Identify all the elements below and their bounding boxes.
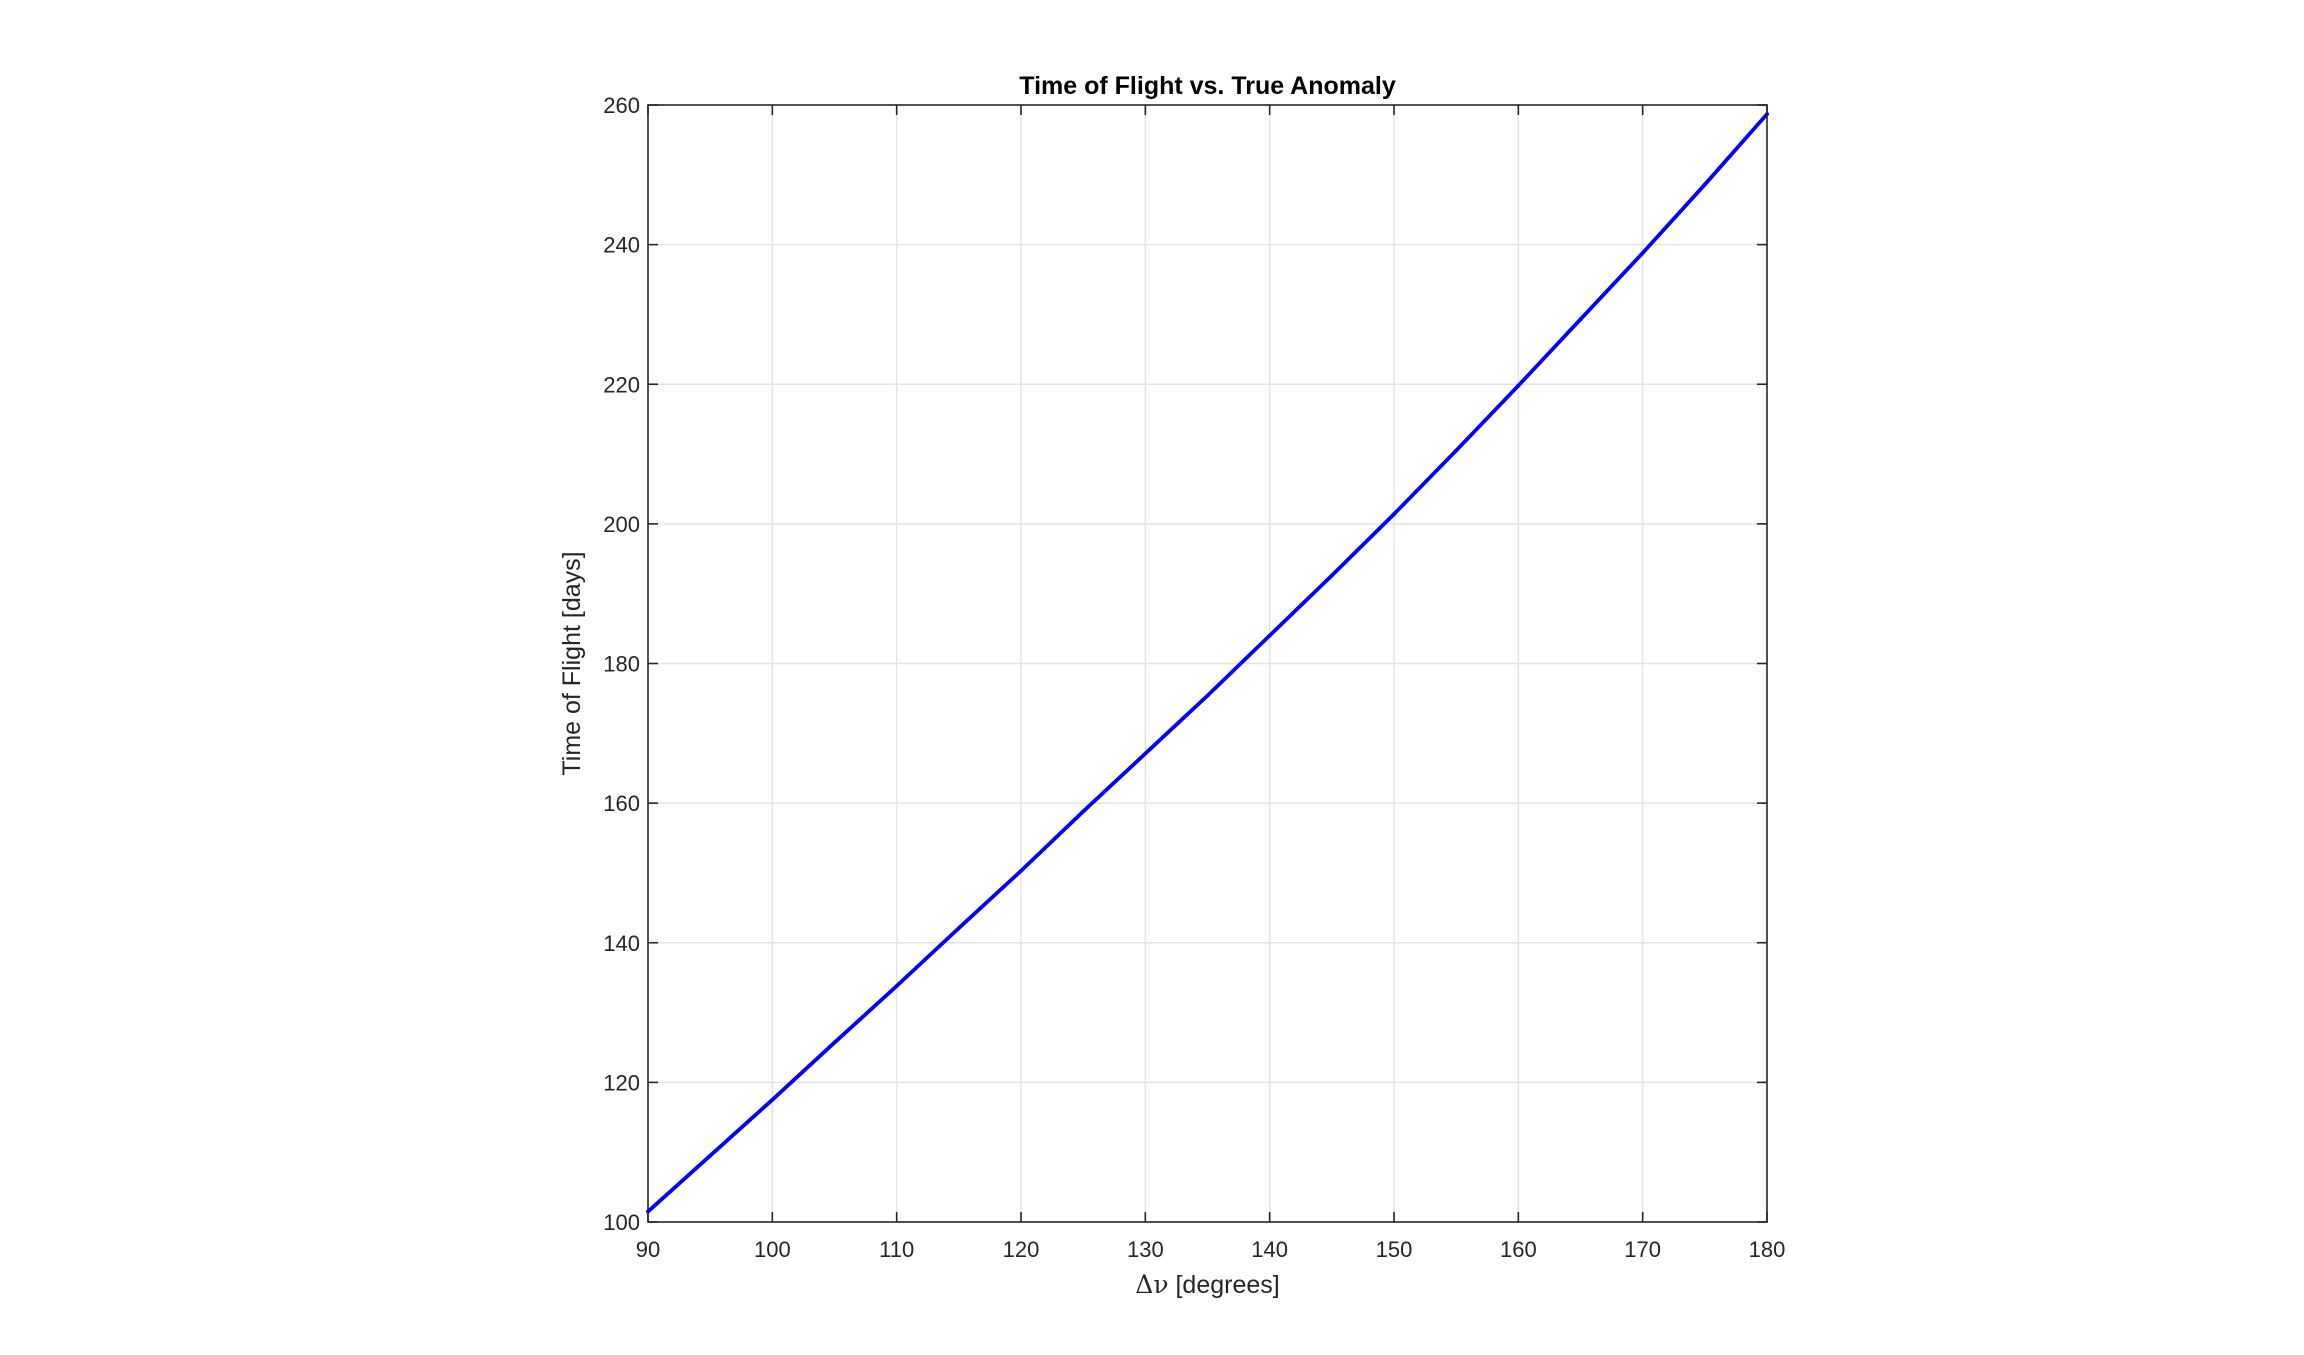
x-tick-label: 120 bbox=[1003, 1237, 1040, 1262]
x-axis-label-unit: [degrees] bbox=[1169, 1271, 1280, 1299]
data-point bbox=[1081, 809, 1086, 814]
x-axis-label: Δν [degrees] bbox=[1135, 1270, 1279, 1299]
data-point bbox=[832, 1040, 837, 1045]
x-tick-label: 100 bbox=[754, 1237, 791, 1262]
y-tick-label: 140 bbox=[603, 931, 640, 956]
data-point bbox=[770, 1097, 775, 1102]
x-tick-label: 110 bbox=[879, 1237, 914, 1262]
data-point bbox=[1267, 633, 1272, 638]
data-point bbox=[1578, 317, 1583, 322]
data-point bbox=[1329, 573, 1334, 578]
x-tick-label: 150 bbox=[1376, 1237, 1413, 1262]
y-tick-label: 240 bbox=[603, 233, 640, 258]
x-tick-label: 130 bbox=[1127, 1237, 1164, 1262]
y-tick-label: 180 bbox=[603, 652, 640, 677]
data-point bbox=[956, 926, 961, 930]
data-point bbox=[1019, 868, 1023, 873]
y-tick-label: 220 bbox=[603, 372, 640, 397]
y-tick-label: 260 bbox=[603, 93, 640, 118]
y-tick-label: 160 bbox=[603, 791, 640, 816]
data-point bbox=[1205, 693, 1210, 698]
x-tick-label: 180 bbox=[1749, 1237, 1786, 1262]
y-tick-label: 120 bbox=[603, 1070, 640, 1095]
data-point bbox=[1454, 448, 1459, 453]
data-point bbox=[708, 1153, 713, 1158]
x-tick-label: 170 bbox=[1624, 1237, 1661, 1262]
y-grid-lines bbox=[648, 243, 1767, 1084]
x-axis-label-symbol: Δν bbox=[1135, 1270, 1168, 1299]
x-ticks: 90 100 110 120 130 140 150 160 170 180 bbox=[636, 105, 1786, 1262]
data-point bbox=[894, 984, 899, 988]
y-tick-label: 200 bbox=[603, 512, 640, 537]
data-point bbox=[1392, 512, 1396, 517]
y-axis-label: Time of Flight [days] bbox=[558, 551, 586, 775]
data-point bbox=[1702, 182, 1707, 187]
chart-title: Time of Flight vs. True Anomaly bbox=[1019, 72, 1396, 100]
series-layer bbox=[646, 112, 1769, 1214]
x-tick-label: 140 bbox=[1251, 1237, 1288, 1262]
x-tick-label: 160 bbox=[1500, 1237, 1537, 1262]
data-point bbox=[1143, 751, 1148, 756]
y-ticks: 100 120 140 160 180 200 220 240 260 bbox=[603, 93, 1767, 1235]
x-tick-label: 90 bbox=[636, 1237, 660, 1262]
data-point bbox=[1516, 383, 1521, 388]
data-point bbox=[1640, 251, 1645, 255]
y-tick-label: 100 bbox=[603, 1210, 640, 1235]
